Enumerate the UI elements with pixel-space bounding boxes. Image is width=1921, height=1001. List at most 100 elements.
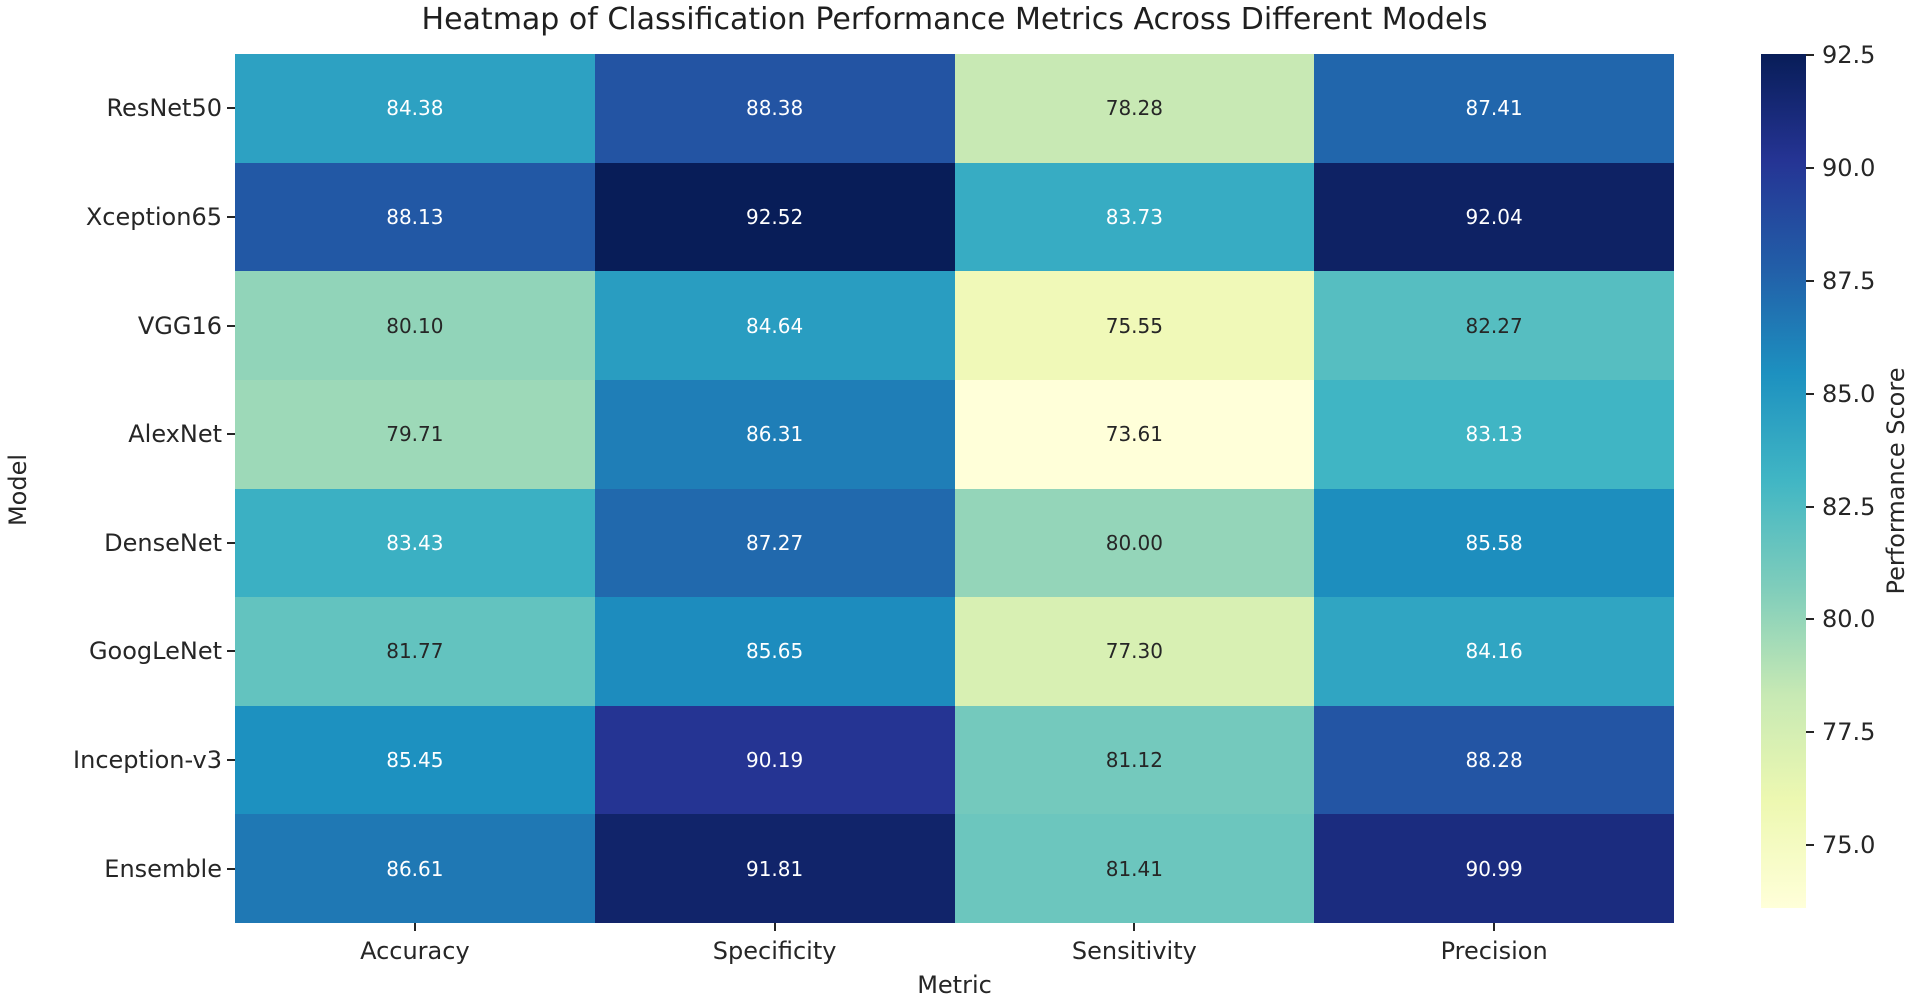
- heatmap-cell-Xception65-Precision: 92.04: [1314, 162, 1674, 272]
- ytick-label-GoogLeNet: GoogLeNet: [88, 637, 222, 666]
- xtick-label-Specificity: Specificity: [712, 937, 837, 965]
- heatmap-cell-VGG16-Accuracy: 80.10: [235, 271, 595, 380]
- heatmap-cell-AlexNet-Accuracy: 79.71: [235, 379, 595, 489]
- cell-value: 75.55: [1105, 313, 1163, 338]
- ytick-label-VGG16: VGG16: [137, 311, 222, 340]
- ytick-mark: [227, 433, 235, 436]
- chart-title: Heatmap of Classification Performance Me…: [421, 2, 1488, 37]
- colorbar-tick-label-82.5: 82.5: [1822, 492, 1876, 521]
- heatmap-cell-AlexNet-Specificity: 86.31: [594, 379, 955, 489]
- cell-value: 90.99: [1465, 856, 1523, 881]
- xtick-label-Accuracy: Accuracy: [360, 937, 470, 965]
- heatmap-cell-DenseNet-Precision: 85.58: [1314, 488, 1674, 598]
- heatmap-cell-GoogLeNet-Specificity: 85.65: [594, 597, 955, 706]
- xtick-label-Sensitivity: Sensitivity: [1071, 937, 1197, 965]
- cell-value: 85.58: [1465, 530, 1523, 555]
- cell-value: 92.04: [1465, 204, 1523, 229]
- cell-value: 86.61: [386, 856, 444, 881]
- cell-value: 78.28: [1105, 96, 1163, 121]
- heatmap-cell-DenseNet-Sensitivity: 80.00: [954, 488, 1315, 598]
- ytick-label-Xception65: Xception65: [85, 202, 222, 231]
- ytick-mark: [227, 215, 235, 218]
- heatmap-cell-DenseNet-Accuracy: 83.43: [235, 488, 595, 598]
- cell-value: 87.27: [745, 530, 804, 555]
- heatmap-cell-GoogLeNet-Accuracy: 81.77: [235, 597, 595, 706]
- colorbar-tick-label-90.0: 90.0: [1822, 153, 1876, 182]
- heatmap-cell-Inception-v3-Specificity: 90.19: [594, 705, 955, 815]
- ytick-label-Inception-v3: Inception-v3: [73, 746, 222, 775]
- heatmap-cell-AlexNet-Precision: 83.13: [1314, 379, 1674, 489]
- colorbar-tick-label-85.0: 85.0: [1822, 379, 1876, 408]
- cell-value: 87.41: [1465, 96, 1523, 121]
- cell-value: 83.13: [1465, 422, 1523, 447]
- cell-value: 85.45: [386, 748, 444, 773]
- ytick-mark: [227, 759, 235, 762]
- cell-value: 90.19: [745, 748, 804, 773]
- ytick-mark: [227, 650, 235, 653]
- colorbar-tick-label-77.5: 77.5: [1822, 718, 1876, 747]
- heatmap-cell-Xception65-Accuracy: 88.13: [235, 162, 595, 272]
- cell-value: 77.30: [1105, 639, 1163, 664]
- cell-value: 82.27: [1465, 313, 1523, 338]
- cell-value: 79.71: [386, 422, 444, 447]
- cell-value: 83.43: [386, 530, 444, 555]
- heatmap-cell-VGG16-Sensitivity: 75.55: [954, 271, 1315, 380]
- colorbar-tick-mark: [1806, 844, 1814, 847]
- heatmap-cell-DenseNet-Specificity: 87.27: [594, 488, 955, 598]
- xtick-mark: [413, 923, 416, 931]
- cell-value: 92.52: [745, 204, 804, 229]
- cell-value: 84.64: [745, 313, 804, 338]
- heatmap-cell-GoogLeNet-Precision: 84.16: [1314, 597, 1674, 706]
- xtick-mark: [1493, 923, 1496, 931]
- heatmap-cell-Ensemble-Sensitivity: 81.41: [954, 814, 1315, 923]
- ytick-mark: [227, 541, 235, 544]
- cell-value: 84.16: [1465, 639, 1523, 664]
- cell-value: 88.28: [1465, 748, 1523, 773]
- heatmap-cell-Xception65-Sensitivity: 83.73: [954, 162, 1315, 272]
- cell-value: 88.13: [386, 204, 444, 229]
- heatmap-cell-VGG16-Specificity: 84.64: [594, 271, 955, 380]
- heatmap-cell-GoogLeNet-Sensitivity: 77.30: [954, 597, 1315, 706]
- ytick-mark: [227, 324, 235, 327]
- heatmap-cell-ResNet50-Specificity: 88.38: [594, 54, 955, 163]
- heatmap-cell-ResNet50-Accuracy: 84.38: [235, 54, 595, 163]
- cell-value: 80.00: [1105, 530, 1163, 555]
- colorbar-tick-mark: [1806, 731, 1814, 734]
- heatmap-cell-Inception-v3-Sensitivity: 81.12: [954, 705, 1315, 815]
- heatmap-cell-Ensemble-Specificity: 91.81: [594, 814, 955, 923]
- cell-value: 83.73: [1105, 204, 1163, 229]
- cell-value: 81.77: [386, 639, 444, 664]
- cell-value: 85.65: [745, 639, 804, 664]
- ytick-label-Ensemble: Ensemble: [104, 854, 222, 883]
- cell-value: 73.61: [1105, 422, 1163, 447]
- ytick-label-DenseNet: DenseNet: [104, 528, 222, 557]
- heatmap-cell-ResNet50-Sensitivity: 78.28: [954, 54, 1315, 163]
- colorbar-tick-mark: [1806, 279, 1814, 282]
- heatmap-cell-AlexNet-Sensitivity: 73.61: [954, 379, 1315, 489]
- xtick-mark: [1133, 923, 1136, 931]
- heatmap-cell-Ensemble-Accuracy: 86.61: [235, 814, 595, 923]
- colorbar-tick-mark: [1806, 618, 1814, 621]
- ytick-mark: [227, 867, 235, 870]
- heatmap-cell-Inception-v3-Precision: 88.28: [1314, 705, 1674, 815]
- xtick-label-Precision: Precision: [1440, 937, 1548, 965]
- heatmap-cell-ResNet50-Precision: 87.41: [1314, 54, 1674, 163]
- heatmap-cell-Inception-v3-Accuracy: 85.45: [235, 705, 595, 815]
- colorbar-tick-mark: [1806, 505, 1814, 508]
- colorbar-tick-label-92.5: 92.5: [1822, 40, 1876, 69]
- colorbar-tick-mark: [1806, 166, 1814, 169]
- heatmap-cell-Xception65-Specificity: 92.52: [594, 162, 955, 272]
- heatmap-cell-Ensemble-Precision: 90.99: [1314, 814, 1674, 923]
- cell-value: 81.12: [1105, 748, 1163, 773]
- y-axis-label: Model: [4, 453, 32, 527]
- colorbar-tick-label-75.0: 75.0: [1822, 831, 1876, 860]
- cell-value: 86.31: [745, 422, 804, 447]
- ytick-mark: [227, 107, 235, 110]
- colorbar-tick-mark: [1806, 392, 1814, 395]
- colorbar-label: Performance Score: [1882, 367, 1910, 595]
- heatmap-cell-VGG16-Precision: 82.27: [1314, 271, 1674, 380]
- colorbar-tick-label-80.0: 80.0: [1822, 605, 1876, 634]
- cell-value: 81.41: [1105, 856, 1163, 881]
- ytick-label-AlexNet: AlexNet: [128, 420, 222, 449]
